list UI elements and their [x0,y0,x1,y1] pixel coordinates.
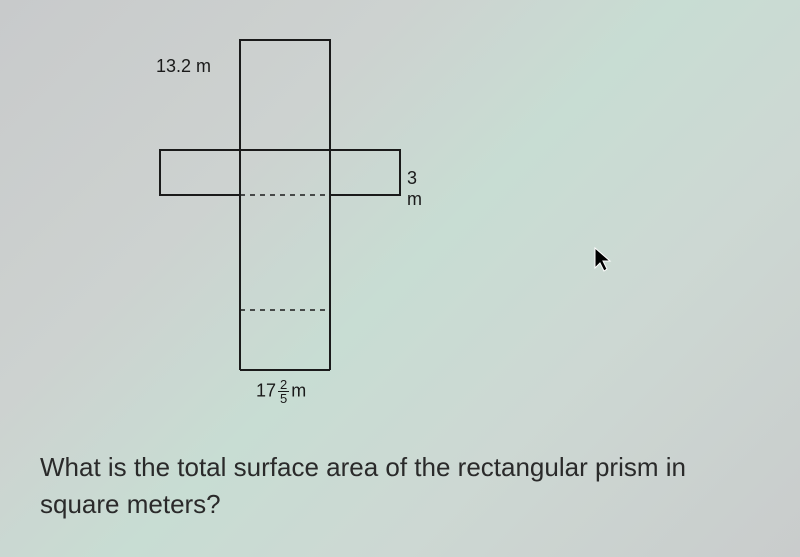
question-line-1: What is the total surface area of the re… [40,452,686,482]
net-svg [80,20,420,380]
width-whole: 17 [256,380,276,400]
dimension-label-width: 1725m [256,378,306,405]
net-right-face [330,150,400,195]
question-text: What is the total surface area of the re… [40,449,760,522]
width-fraction: 25 [278,378,289,405]
dimension-label-depth: 3 m [407,168,422,210]
fraction-numerator: 2 [278,378,289,392]
cursor-icon [593,246,613,274]
width-unit: m [291,380,306,400]
fraction-denominator: 5 [278,392,289,405]
net-left-face [160,150,240,195]
question-line-2: square meters? [40,489,221,519]
net-top-face [240,40,330,150]
dimension-label-height: 13.2 m [156,56,211,77]
prism-net-diagram: 13.2 m 3 m 1725m [80,20,380,400]
